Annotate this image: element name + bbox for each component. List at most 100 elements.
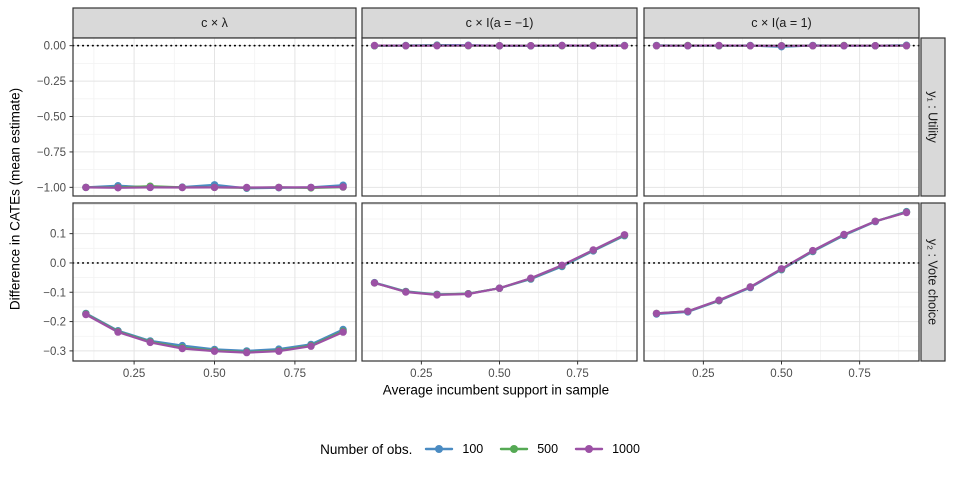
data-point-1000 (871, 42, 879, 50)
data-point-1000 (210, 347, 219, 355)
data-point-1000 (746, 283, 754, 291)
data-point-1000 (809, 42, 817, 50)
x-tick-label: 0.25 (692, 368, 714, 380)
legend-key-label: 1000 (612, 442, 640, 456)
data-point-1000 (902, 42, 911, 50)
data-point-1000 (146, 183, 154, 192)
y-tick-label: −0.1 (43, 287, 66, 299)
data-point-1000 (178, 183, 186, 192)
data-point-1000 (433, 42, 441, 50)
facet-panel-r1c1 (361, 202, 638, 362)
data-point-1000 (495, 42, 504, 50)
data-point-1000 (620, 42, 629, 50)
data-point-1000 (684, 42, 692, 50)
y-tick-label: 0.1 (50, 229, 66, 241)
data-point-1000 (715, 296, 723, 304)
x-tick-label: 0.75 (566, 368, 588, 380)
x-axis-title: Average incumbent support in sample (382, 382, 610, 398)
data-point-1000 (307, 183, 315, 192)
data-point-1000 (275, 183, 283, 192)
y-tick-label: −0.25 (37, 76, 66, 88)
facet-row-strip (920, 202, 946, 362)
panel-border (643, 37, 920, 197)
data-point-1000 (809, 246, 817, 255)
data-point-1000 (558, 41, 566, 50)
data-point-1000 (527, 42, 535, 50)
legend-key-label: 100 (462, 442, 484, 456)
legend-title: Number of obs. (320, 441, 413, 457)
legend-key-100: 100 (424, 442, 483, 456)
legend-key-500: 500 (499, 442, 558, 456)
y-tick-label: −0.75 (37, 147, 66, 159)
data-point-1000 (82, 310, 90, 319)
legend-key-1000: 1000 (574, 442, 640, 456)
facet-panel-r0c2 (643, 37, 920, 197)
legend-key-dot (435, 445, 444, 453)
data-point-1000 (370, 41, 379, 50)
legend-key-dot (585, 445, 594, 453)
data-point-1000 (777, 42, 786, 50)
data-point-1000 (777, 265, 786, 273)
data-point-1000 (370, 279, 379, 287)
data-point-1000 (840, 230, 848, 239)
data-point-1000 (464, 41, 472, 50)
y-tick-label: −0.3 (43, 346, 66, 358)
facet-column-label: c × λ (201, 16, 228, 30)
x-tick-label: 0.50 (770, 368, 792, 380)
data-point-1000 (464, 290, 472, 298)
legend-key-icon (425, 445, 454, 453)
data-point-1000 (527, 274, 535, 282)
facet-row-strip (920, 37, 946, 197)
data-point-1000 (902, 208, 911, 217)
facet-panel-r0c0 (72, 37, 357, 197)
y-tick-label: 0.00 (44, 41, 66, 53)
x-tick-label: 0.75 (848, 368, 870, 380)
data-point-1000 (82, 183, 90, 192)
data-point-1000 (558, 261, 566, 269)
data-point-1000 (871, 217, 879, 225)
facet-row-label: y₂ : Vote choice (926, 239, 940, 325)
data-point-1000 (746, 42, 754, 50)
data-point-1000 (620, 231, 629, 239)
data-point-1000 (339, 183, 347, 191)
panel-border (361, 37, 638, 197)
facet-panel-r1c0 (72, 202, 357, 362)
legend-key-icon (500, 445, 529, 453)
x-tick-label: 0.75 (284, 368, 306, 380)
data-point-1000 (339, 328, 347, 336)
y-axis-title: Difference in CATEs (mean estimate) (7, 87, 23, 311)
data-point-1000 (275, 347, 283, 355)
data-point-1000 (243, 183, 251, 192)
data-point-1000 (307, 342, 315, 350)
data-point-1000 (243, 348, 251, 357)
x-tick-label: 0.50 (203, 368, 225, 380)
legend-key-icon (574, 445, 604, 453)
data-point-1000 (114, 184, 122, 192)
y-tick-label: −1.00 (37, 182, 66, 194)
data-point-1000 (652, 309, 661, 318)
facet-row-label: y₁ : Utility (926, 91, 940, 143)
data-point-1000 (114, 328, 122, 336)
data-point-1000 (178, 344, 186, 353)
facet-column-label: c × I(a = −1) (466, 16, 534, 30)
x-tick-label: 0.50 (488, 368, 510, 380)
data-point-1000 (684, 307, 692, 315)
data-point-1000 (715, 41, 723, 50)
legend-key-dot (510, 445, 519, 453)
facet-column-strip (72, 7, 357, 39)
data-point-1000 (589, 42, 597, 50)
legend: Number of obs. 100 500 1000 (0, 437, 960, 461)
facet-panel-r0c1 (361, 37, 638, 197)
data-point-1000 (402, 42, 410, 50)
legend-key-label: 500 (537, 442, 559, 456)
data-point-1000 (210, 183, 219, 192)
data-point-1000 (589, 246, 597, 254)
x-tick-label: 0.25 (410, 368, 432, 380)
facet-column-strip (361, 7, 638, 39)
data-point-1000 (495, 284, 504, 292)
data-point-1000 (433, 291, 441, 299)
facet-panel-r1c2 (643, 202, 920, 362)
data-point-1000 (652, 42, 661, 50)
